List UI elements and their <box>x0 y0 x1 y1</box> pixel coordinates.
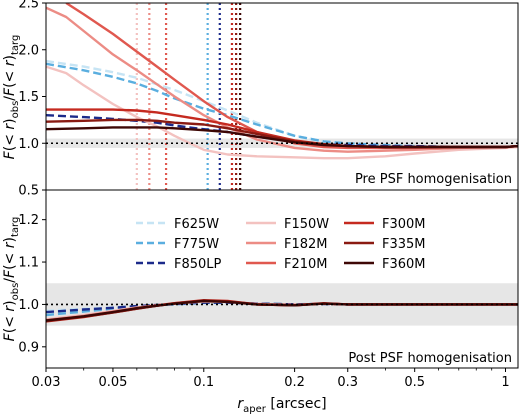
legend-item-f850lp: F850LP <box>136 257 222 272</box>
top-series-lines <box>46 3 518 160</box>
top-panel-frame <box>45 2 519 191</box>
legend-label: F360M <box>382 257 426 272</box>
legend-item-f775w: F775W <box>136 237 219 252</box>
legend-item-f182m: F182M <box>246 237 328 252</box>
top-ytick-label: 1.5 <box>18 90 39 105</box>
top-series-f775w <box>46 62 518 149</box>
svg-text:F(< r)obs/F(< r)targ: F(< r)obs/F(< r)targ <box>2 217 21 342</box>
legend-label: F150W <box>284 217 329 232</box>
svg-text:F(< r)obs/F(< r)targ: F(< r)obs/F(< r)targ <box>2 35 21 160</box>
top-series-f210m <box>65 3 518 150</box>
legend-item-f150w: F150W <box>246 217 329 232</box>
top-series-f625w <box>46 59 518 149</box>
legend-item-f335m: F335M <box>344 237 426 252</box>
xtick-label: 0.03 <box>32 375 61 390</box>
top-series-f150w <box>46 65 518 160</box>
top-panel: 0.5 1.0 1.5 2.0 2.5 Pre PSF homogenisation <box>18 0 518 199</box>
bot-ytick-label: 1.1 <box>18 256 39 271</box>
bottom-y-axis-label: F(< r)obs/F(< r)targ <box>2 217 21 342</box>
x-axis-label: raper [arcsec] <box>237 396 326 415</box>
bottom-y-ticks: 0.9 1.0 1.1 1.2 <box>18 213 46 355</box>
bot-ytick-label: 0.9 <box>18 340 39 355</box>
legend-label: F182M <box>284 237 328 252</box>
top-ytick-label: 1.0 <box>18 137 39 152</box>
legend-label: F850LP <box>174 257 222 272</box>
top-panel-annotation: Pre PSF homogenisation <box>355 172 512 187</box>
top-ytick-label: 2.0 <box>18 43 39 58</box>
top-series-f182m <box>46 6 518 153</box>
xtick-label: 0.5 <box>404 375 425 390</box>
bottom-panel-annotation: Post PSF homogenisation <box>348 351 512 366</box>
xtick-label: 0.05 <box>98 375 127 390</box>
xtick-label: 0.3 <box>337 375 358 390</box>
top-y-ticks: 0.5 1.0 1.5 2.0 2.5 <box>18 0 46 199</box>
legend-item-f300m: F300M <box>344 217 426 232</box>
legend-label: F625W <box>174 217 219 232</box>
legend-item-f210m: F210M <box>246 257 328 272</box>
legend-item-f625w: F625W <box>136 217 219 232</box>
xtick-label: 1 <box>501 375 509 390</box>
bot-ytick-label: 1.0 <box>18 298 39 313</box>
xtick-label: 0.1 <box>193 375 214 390</box>
legend: F625W F775W F850LP F150W F182M F210M F300M F335… <box>136 217 426 272</box>
bot-ytick-label: 1.2 <box>18 213 39 228</box>
xtick-label: 0.2 <box>284 375 305 390</box>
top-aperture-markers <box>135 3 242 190</box>
bottom-panel-frame <box>45 189 519 369</box>
legend-label: F300M <box>382 217 426 232</box>
legend-item-f360m: F360M <box>344 257 426 272</box>
legend-label: F210M <box>284 257 328 272</box>
x-axis-ticks: 0.03 0.05 0.1 0.2 0.3 0.5 1 <box>32 368 510 390</box>
top-ytick-label: 2.5 <box>18 0 39 12</box>
top-series-f360m <box>46 126 518 149</box>
bottom-panel: 0.9 1.0 1.1 1.2 0.03 0.05 0.1 0.2 0.3 0.5 1 Post … <box>18 213 518 390</box>
top-y-axis-label: F(< r)obs/F(< r)targ <box>2 35 21 160</box>
top-ytick-label: 0.5 <box>18 184 39 199</box>
legend-label: F335M <box>382 237 426 252</box>
legend-label: F775W <box>174 237 219 252</box>
